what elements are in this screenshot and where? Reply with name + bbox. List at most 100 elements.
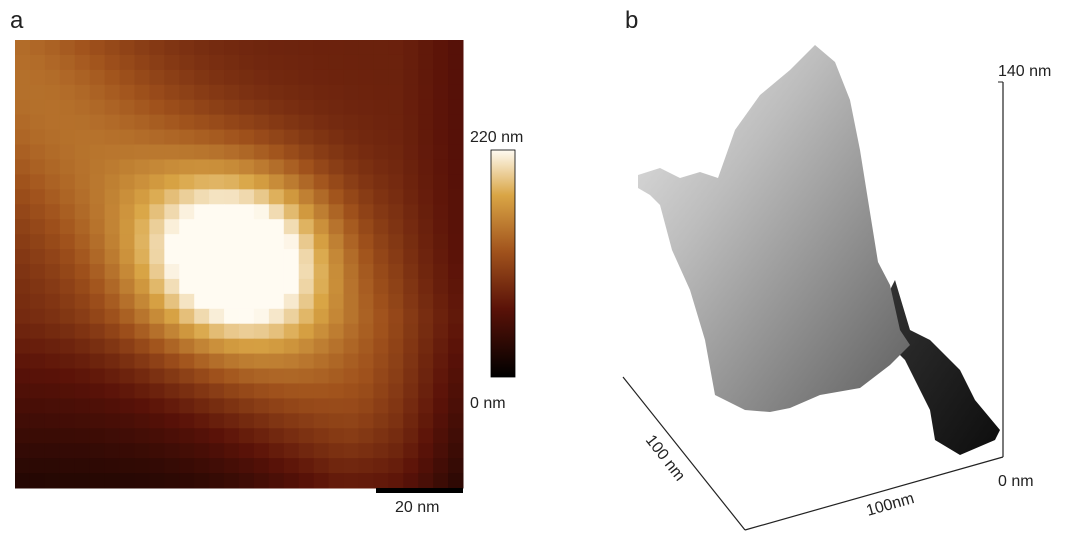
pixel (134, 309, 149, 324)
pixel (105, 174, 120, 189)
pixel (373, 70, 388, 85)
pixel (254, 339, 269, 354)
pixel (15, 369, 30, 384)
pixel (30, 189, 45, 204)
pixel (194, 249, 209, 264)
pixel (15, 458, 30, 473)
pixel (284, 55, 299, 70)
pixel (329, 234, 344, 249)
pixel (329, 249, 344, 264)
pixel (120, 354, 135, 369)
pixel (314, 339, 329, 354)
pixel (388, 55, 403, 70)
pixel (45, 339, 60, 354)
pixel (60, 398, 75, 413)
pixel (60, 458, 75, 473)
pixel (329, 309, 344, 324)
pixel (299, 234, 314, 249)
pixel (299, 369, 314, 384)
pixel (60, 55, 75, 70)
pixel (194, 145, 209, 160)
pixel (284, 279, 299, 294)
pixel (314, 100, 329, 115)
pixel (403, 369, 418, 384)
pixel (149, 383, 164, 398)
pixel (209, 189, 224, 204)
pixel (299, 189, 314, 204)
pixel (30, 234, 45, 249)
pixel (224, 324, 239, 339)
pixel (358, 413, 373, 428)
pixel (239, 70, 254, 85)
pixel (299, 428, 314, 443)
pixel (90, 458, 105, 473)
pixel (329, 174, 344, 189)
pixel (224, 443, 239, 458)
pixel (134, 234, 149, 249)
pixel (209, 55, 224, 70)
pixel (373, 309, 388, 324)
pixel (358, 294, 373, 309)
pixel (433, 145, 448, 160)
pixel (299, 100, 314, 115)
pixel (194, 55, 209, 70)
pixel (105, 100, 120, 115)
pixel (179, 354, 194, 369)
pixel (284, 354, 299, 369)
pixel (448, 70, 463, 85)
pixel (403, 100, 418, 115)
pixel (30, 428, 45, 443)
pixel (344, 354, 359, 369)
pixel (90, 100, 105, 115)
pixel (433, 204, 448, 219)
pixel (388, 398, 403, 413)
pixel (120, 70, 135, 85)
pixel (373, 339, 388, 354)
pixel (314, 383, 329, 398)
pixel (299, 219, 314, 234)
pixel (269, 174, 284, 189)
pixel (329, 159, 344, 174)
pixel (239, 204, 254, 219)
pixel (60, 294, 75, 309)
pixel (269, 40, 284, 55)
pixel (433, 100, 448, 115)
pixel (388, 70, 403, 85)
colorbar-min: 0 nm (470, 395, 506, 412)
pixel (90, 324, 105, 339)
pixel (60, 279, 75, 294)
pixel (30, 413, 45, 428)
pixel (373, 264, 388, 279)
pixel (194, 219, 209, 234)
pixel (373, 369, 388, 384)
pixel (433, 174, 448, 189)
pixel (254, 383, 269, 398)
pixel (179, 174, 194, 189)
pixel (194, 189, 209, 204)
pixel (164, 443, 179, 458)
pixel (358, 309, 373, 324)
pixel (45, 70, 60, 85)
z-bottom-label: 0 nm (998, 473, 1034, 490)
pixel (60, 145, 75, 160)
pixel (448, 130, 463, 145)
pixel (358, 40, 373, 55)
pixel (403, 249, 418, 264)
pixel (120, 324, 135, 339)
pixel (60, 428, 75, 443)
pixel (299, 413, 314, 428)
pixel (164, 70, 179, 85)
pixel (194, 130, 209, 145)
pixel (45, 130, 60, 145)
pixel (269, 294, 284, 309)
pixel (164, 85, 179, 100)
pixel (60, 174, 75, 189)
pixel (30, 383, 45, 398)
pixel (164, 324, 179, 339)
pixel (224, 354, 239, 369)
pixel (358, 145, 373, 160)
pixel (105, 413, 120, 428)
pixel (358, 279, 373, 294)
pixel (90, 398, 105, 413)
pixel (403, 115, 418, 130)
